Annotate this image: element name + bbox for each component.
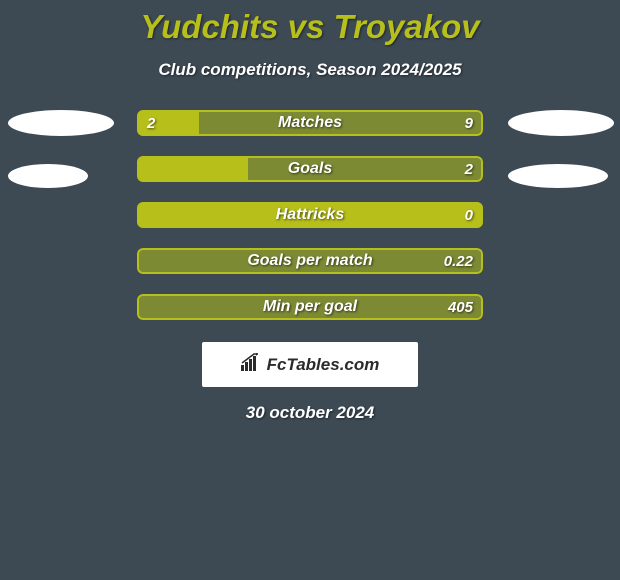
stat-bars: 2Matches9Goals2Hattricks0Goals per match… bbox=[137, 110, 483, 320]
stat-row: Goals2 bbox=[137, 156, 483, 182]
chart-icon bbox=[241, 353, 261, 376]
stat-row: 2Matches9 bbox=[137, 110, 483, 136]
player-photo bbox=[8, 164, 88, 188]
page-title: Yudchits vs Troyakov bbox=[0, 0, 620, 46]
player-photos-right bbox=[508, 110, 614, 188]
stat-label: Goals bbox=[137, 156, 483, 182]
stat-value-right: 2 bbox=[465, 156, 473, 182]
source-badge: FcTables.com bbox=[202, 342, 418, 387]
source-badge-text: FcTables.com bbox=[267, 355, 380, 375]
stat-label: Hattricks bbox=[137, 202, 483, 228]
stat-label: Min per goal bbox=[137, 294, 483, 320]
stat-value-right: 405 bbox=[448, 294, 473, 320]
player-photo bbox=[8, 110, 114, 136]
player-photos-left bbox=[8, 110, 114, 188]
stat-value-right: 0 bbox=[465, 202, 473, 228]
snapshot-date: 30 october 2024 bbox=[0, 403, 620, 423]
stat-row: Hattricks0 bbox=[137, 202, 483, 228]
stat-label: Goals per match bbox=[137, 248, 483, 274]
season-subtitle: Club competitions, Season 2024/2025 bbox=[0, 60, 620, 80]
player-photo bbox=[508, 164, 608, 188]
stat-row: Min per goal405 bbox=[137, 294, 483, 320]
stat-value-right: 9 bbox=[465, 110, 473, 136]
comparison-chart: 2Matches9Goals2Hattricks0Goals per match… bbox=[0, 110, 620, 320]
stat-value-right: 0.22 bbox=[444, 248, 473, 274]
stat-label: Matches bbox=[137, 110, 483, 136]
stat-row: Goals per match0.22 bbox=[137, 248, 483, 274]
player-photo bbox=[508, 110, 614, 136]
